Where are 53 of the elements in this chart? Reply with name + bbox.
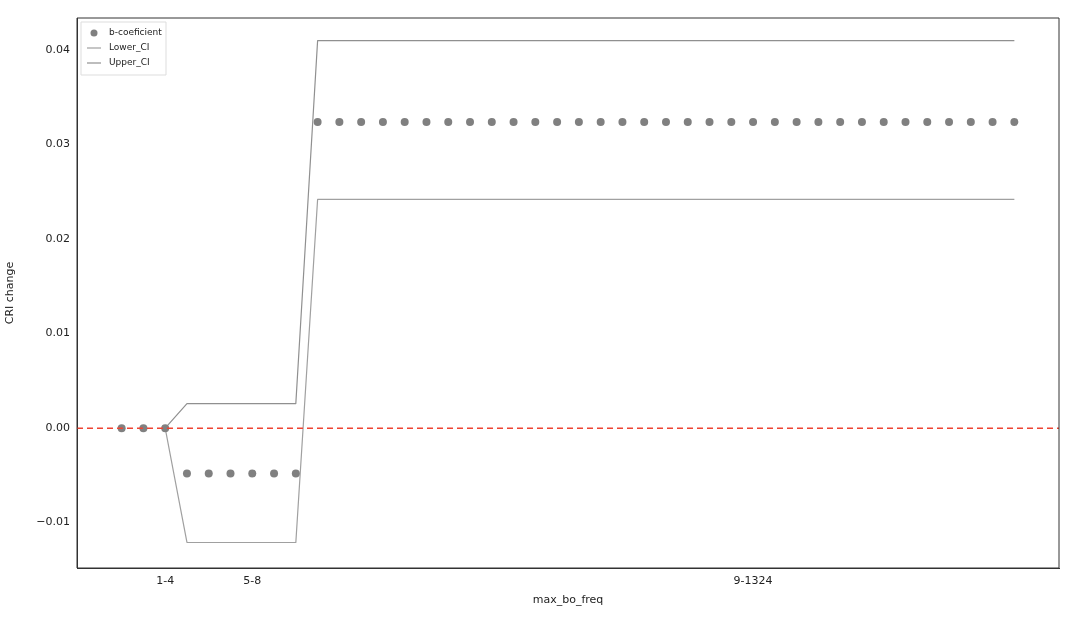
point bbox=[901, 117, 910, 126]
point bbox=[770, 117, 779, 126]
point bbox=[923, 117, 932, 126]
y-tick-label: 0.03 bbox=[45, 137, 70, 151]
point bbox=[596, 117, 605, 126]
point bbox=[945, 117, 954, 126]
point bbox=[270, 469, 279, 478]
x-axis-title: max_bo_freq bbox=[532, 593, 604, 607]
point bbox=[248, 469, 257, 478]
point bbox=[466, 117, 475, 126]
point bbox=[857, 117, 866, 126]
point bbox=[1010, 117, 1019, 126]
point bbox=[226, 469, 235, 478]
point bbox=[966, 117, 975, 126]
point bbox=[661, 117, 670, 126]
point bbox=[683, 117, 692, 126]
point bbox=[487, 117, 496, 126]
point bbox=[422, 117, 431, 126]
point bbox=[749, 117, 758, 126]
point bbox=[792, 117, 801, 126]
point bbox=[727, 117, 736, 126]
point bbox=[204, 469, 213, 478]
point bbox=[509, 117, 518, 126]
y-axis-title: CRI change bbox=[3, 261, 17, 325]
y-tick-label: 0.02 bbox=[45, 231, 70, 245]
y-tick-label: −0.01 bbox=[36, 515, 70, 529]
point bbox=[574, 117, 583, 126]
x-tick-label: 1-4 bbox=[156, 574, 175, 588]
point bbox=[988, 117, 997, 126]
point bbox=[879, 117, 888, 126]
point bbox=[291, 469, 300, 478]
point bbox=[357, 117, 366, 126]
point bbox=[705, 117, 714, 126]
point bbox=[313, 117, 322, 126]
point bbox=[553, 117, 562, 126]
point bbox=[182, 469, 191, 478]
point bbox=[400, 117, 409, 126]
y-tick-label: 0.04 bbox=[45, 42, 70, 56]
point bbox=[335, 117, 344, 126]
point bbox=[378, 117, 387, 126]
point bbox=[444, 117, 453, 126]
y-tick-label: 0.00 bbox=[45, 421, 70, 434]
x-tick-label: 5-8 bbox=[243, 574, 262, 588]
point bbox=[814, 117, 823, 126]
point bbox=[640, 117, 649, 126]
x-tick-label: 9-1324 bbox=[733, 574, 773, 588]
point bbox=[618, 117, 627, 126]
point bbox=[836, 117, 845, 126]
legend-label: b-coeficient bbox=[109, 27, 163, 38]
legend-label: Lower_CI bbox=[109, 42, 150, 53]
y-tick-label: 0.01 bbox=[45, 326, 70, 340]
point bbox=[531, 117, 540, 126]
legend-label: Upper_CI bbox=[109, 57, 150, 68]
